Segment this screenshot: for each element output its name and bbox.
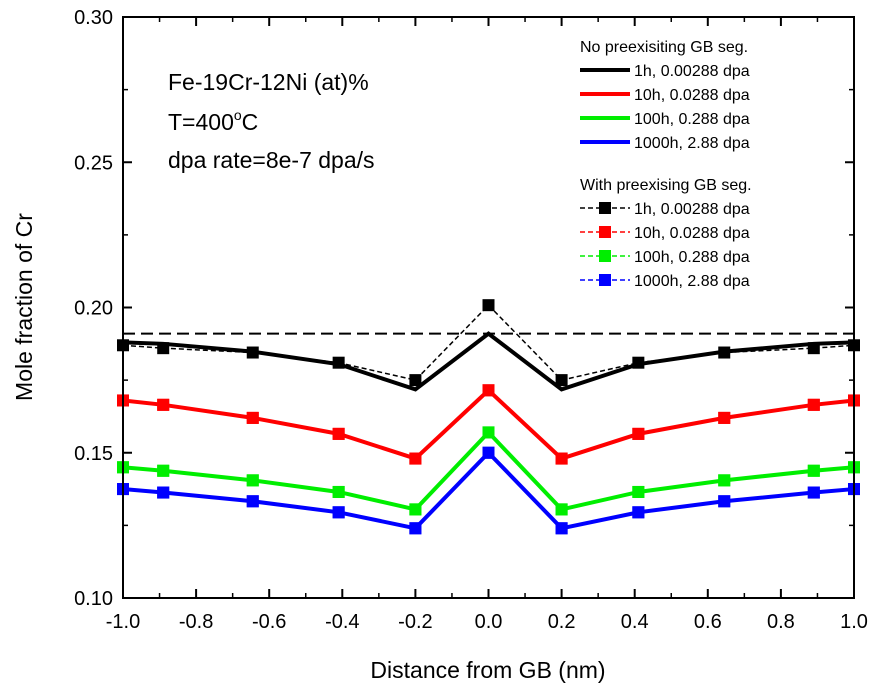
series-marker-5	[555, 452, 568, 465]
series-marker-5	[409, 452, 422, 465]
series-marker-6	[157, 464, 170, 477]
composition-annotation: Fe-19Cr-12Ni (at)%	[168, 69, 369, 95]
series-marker-5	[632, 427, 645, 440]
series-line-0	[122, 331, 855, 392]
series-marker-4	[157, 342, 170, 355]
series-marker-6	[555, 503, 568, 516]
y-tick-label: 0.10	[74, 588, 113, 610]
plot-content	[117, 299, 860, 535]
series-marker-7	[632, 506, 645, 519]
series-marker-7	[482, 446, 495, 459]
series-marker-6	[807, 464, 820, 477]
legend-group2-title: With preexising GB seg.	[580, 177, 752, 194]
x-tick-label: -0.2	[398, 611, 432, 633]
series-marker-6	[409, 503, 422, 516]
series-marker-6	[718, 474, 731, 487]
legend-group1-title: No preexisiting GB seg.	[580, 39, 748, 56]
legend-label-3: 1000h, 2.88 dpa	[634, 135, 750, 152]
x-tick-label: 0.0	[475, 611, 503, 633]
y-tick-label: 0.30	[74, 7, 113, 29]
series-marker-5	[332, 427, 345, 440]
series-marker-4	[718, 346, 731, 359]
x-tick-label: -0.8	[179, 611, 213, 633]
axes: -1.0 -0.8 -0.6 -0.4 -0.2 0.0 0.2 0.4 0.6 0.8 1.0 0.…	[74, 7, 868, 633]
temperature-annotation: T=400oC	[168, 107, 258, 135]
legend-label-6: 100h, 0.288 dpa	[634, 249, 750, 266]
series-marker-4	[409, 374, 422, 387]
series-line-4	[122, 304, 855, 381]
series-marker-6	[632, 485, 645, 498]
series-marker-4	[632, 356, 645, 369]
series-marker-4	[332, 356, 345, 369]
x-tick-label: 0.6	[694, 611, 722, 633]
x-axis-title: Distance from GB (nm)	[370, 657, 605, 683]
legend-label-5: 10h, 0.0288 dpa	[634, 225, 750, 242]
x-tick-label: 0.2	[548, 611, 576, 633]
series-marker-7	[555, 522, 568, 535]
series-marker-5	[246, 411, 259, 424]
series-line-7	[122, 451, 855, 530]
legend-marker-5	[599, 226, 611, 238]
series-marker-6	[482, 426, 495, 439]
series-marker-5	[157, 398, 170, 411]
series-marker-4	[246, 346, 259, 359]
y-tick-label: 0.15	[74, 443, 113, 465]
x-tick-label: 0.8	[767, 611, 795, 633]
x-tick-label: -0.4	[325, 611, 359, 633]
series-marker-7	[807, 486, 820, 499]
series-line-3	[122, 449, 855, 531]
y-tick-label: 0.20	[74, 298, 113, 320]
dpa-rate-annotation: dpa rate=8e-7 dpa/s	[168, 147, 375, 173]
series-marker-5	[807, 398, 820, 411]
legend-label-2: 100h, 0.288 dpa	[634, 111, 750, 128]
series-line-5	[122, 389, 855, 460]
y-axis-title: Mole fraction of Cr	[11, 213, 37, 401]
series-marker-6	[246, 474, 259, 487]
series-marker-5	[482, 384, 495, 397]
series-marker-4	[482, 299, 495, 312]
legend-entries: 1h, 0.00288 dpa 10h, 0.0288 dpa 100h, 0.28…	[580, 63, 750, 290]
legend-marker-7	[599, 274, 611, 286]
legend-marker-4	[599, 202, 611, 214]
series-marker-4	[555, 374, 568, 387]
series-marker-7	[246, 495, 259, 508]
legend-label-4: 1h, 0.00288 dpa	[634, 201, 750, 218]
series-marker-7	[157, 486, 170, 499]
legend-label-7: 1000h, 2.88 dpa	[634, 273, 750, 290]
legend: No preexisiting GB seg. With preexising …	[580, 39, 752, 290]
series-marker-4	[807, 342, 820, 355]
x-tick-label: 1.0	[840, 611, 868, 633]
series-marker-6	[332, 485, 345, 498]
series-marker-7	[718, 495, 731, 508]
legend-marker-6	[599, 250, 611, 262]
series-marker-7	[409, 522, 422, 535]
x-tick-label: -1.0	[106, 611, 140, 633]
legend-label-1: 10h, 0.0288 dpa	[634, 87, 750, 104]
legend-label-0: 1h, 0.00288 dpa	[634, 63, 750, 80]
series-marker-7	[332, 506, 345, 519]
series-marker-5	[718, 411, 731, 424]
x-tick-label: 0.4	[621, 611, 649, 633]
x-tick-label: -0.6	[252, 611, 286, 633]
y-tick-label: 0.25	[74, 152, 113, 174]
